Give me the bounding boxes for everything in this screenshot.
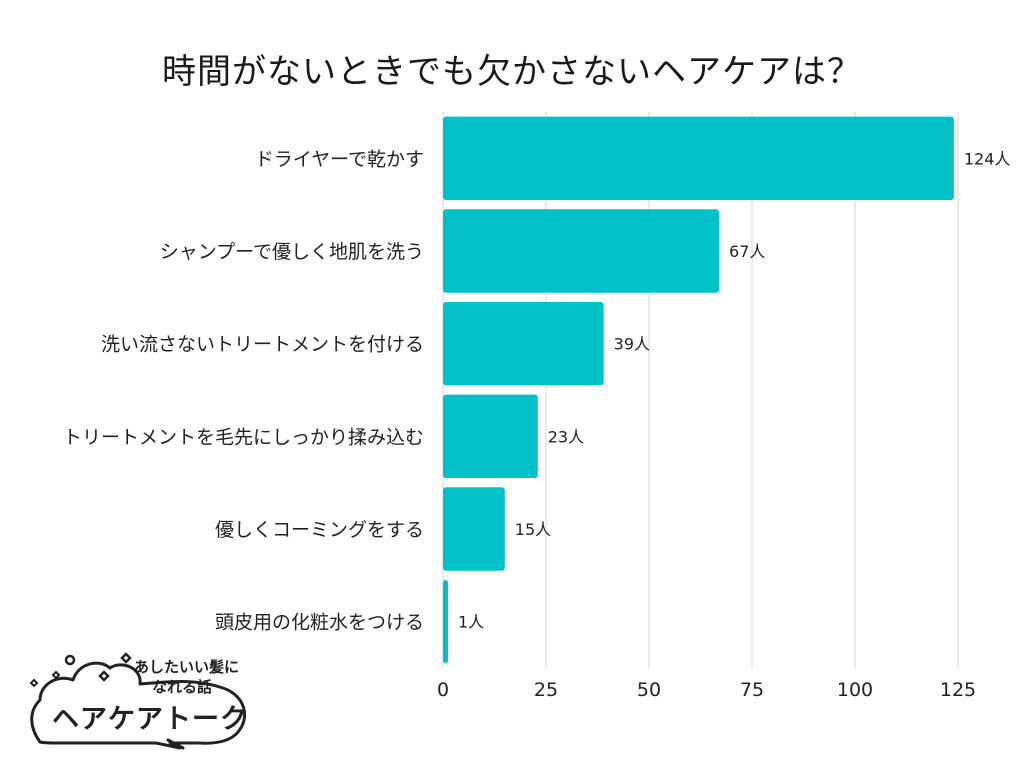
logo-tagline-2: なれる話: [152, 678, 212, 696]
value-label: 1人: [458, 613, 484, 632]
bar: [443, 487, 505, 571]
sparkle-icon: [98, 670, 110, 682]
bar: [443, 579, 448, 664]
logo: あしたいい髪に なれる話 ヘアケアトーク: [18, 648, 258, 757]
bar: [443, 301, 604, 386]
value-label: 15人: [515, 520, 551, 539]
bar: [443, 209, 720, 293]
bar: [443, 394, 538, 479]
sparkle-icon: [64, 654, 76, 666]
x-tick-label: 125: [940, 679, 976, 701]
value-label: 67人: [729, 242, 765, 261]
x-tick-label: 0: [437, 679, 449, 701]
x-tick-label: 75: [740, 679, 764, 701]
category-label: ドライヤーで乾かす: [255, 148, 424, 170]
value-label: 39人: [614, 335, 650, 354]
x-tick-label: 50: [637, 679, 661, 701]
category-label: 頭皮用の化粧水をつける: [215, 612, 424, 634]
value-labels: 124人 67人 39人 23人 15人 1人: [458, 149, 1010, 631]
category-label: 優しくコーミングをする: [215, 519, 424, 541]
category-label: トリートメントを毛先にしっかり揉み込む: [63, 426, 424, 448]
chart-title: 時間がないときでも欠かさないヘアケアは？: [162, 52, 862, 92]
category-label: シャンプーで優しく地肌を洗う: [160, 241, 424, 263]
sparkle-icon: [51, 670, 61, 680]
logo-name: ヘアケアトーク: [52, 704, 248, 735]
value-label: 124人: [964, 149, 1011, 168]
logo-bubble-tail: [166, 738, 185, 750]
sparkle-icon: [120, 652, 132, 664]
x-tick-label: 100: [837, 679, 873, 701]
logo-bubble: [30, 661, 247, 750]
x-axis-tick-labels: 0 25 50 75 100 125: [437, 679, 976, 701]
logo-tagline-1: あしたいい髪に: [134, 658, 239, 676]
bar: [443, 116, 954, 201]
value-label: 23人: [548, 427, 584, 446]
sparkle-icon: [29, 678, 39, 688]
grid-lines: [442, 112, 959, 668]
bars: [443, 116, 954, 664]
category-label: 洗い流さないトリートメントを付ける: [101, 334, 424, 356]
x-tick-label: 25: [534, 679, 558, 701]
category-labels: ドライヤーで乾かすシャンプーで優しく地肌を洗う洗い流さないトリートメントを付ける…: [63, 148, 424, 633]
